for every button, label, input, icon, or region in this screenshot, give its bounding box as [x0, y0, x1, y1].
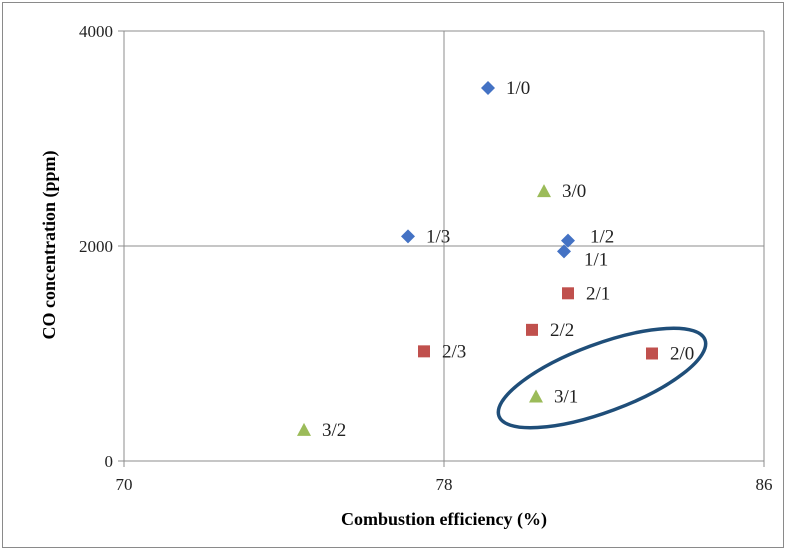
data-point-triangle [297, 422, 311, 436]
data-point-square [418, 345, 430, 358]
data-label: 2/3 [442, 341, 466, 362]
data-point-diamond [401, 229, 415, 244]
data-point-triangle [537, 184, 551, 198]
data-label: 2/1 [586, 283, 610, 304]
data-point-diamond [561, 233, 575, 248]
x-tick-label: 78 [436, 475, 453, 494]
data-label: 1/0 [506, 78, 530, 99]
y-tick-label: 4000 [79, 22, 113, 41]
annotation-ellipse [496, 326, 708, 430]
x-tick-label: 86 [756, 475, 773, 494]
data-point-diamond [557, 244, 571, 259]
data-label: 1/3 [426, 226, 450, 247]
data-point-diamond [481, 80, 495, 95]
data-label: 1/2 [590, 227, 614, 248]
data-label: 2/0 [670, 344, 694, 365]
x-tick-label: 70 [116, 475, 133, 494]
x-axis-title: Combustion efficiency (%) [341, 509, 547, 530]
data-point-triangle [529, 389, 543, 403]
data-label: 2/2 [550, 320, 574, 341]
data-point-square [562, 287, 574, 300]
data-point-square [526, 323, 538, 336]
data-label: 3/2 [322, 420, 346, 441]
y-tick-label: 0 [105, 452, 114, 471]
y-axis-title: CO concentration (ppm) [39, 151, 60, 340]
data-label: 3/0 [562, 181, 586, 202]
data-point-square [646, 347, 658, 360]
data-label: 1/1 [584, 249, 608, 270]
data-label: 3/1 [554, 387, 578, 408]
y-tick-label: 2000 [79, 237, 113, 256]
